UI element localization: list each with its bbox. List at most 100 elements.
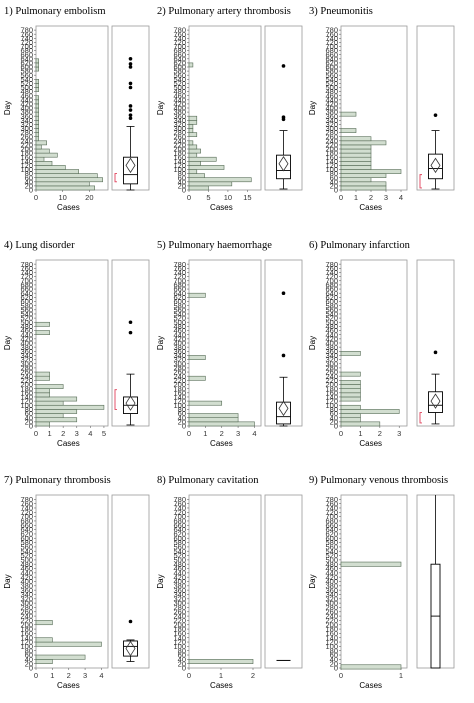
y-tick-label: 300	[20, 599, 33, 608]
histogram-bar	[340, 350, 361, 356]
histogram-bar	[340, 664, 402, 670]
panel-title: 9) Pulmonary venous thrombosis	[309, 475, 448, 486]
y-tick-label: 320	[325, 355, 338, 364]
y-tick-label: 540	[325, 310, 338, 319]
y-tick-label: 520	[20, 551, 33, 560]
histogram-bar	[35, 620, 53, 626]
y-tick-label: 340	[325, 351, 338, 360]
panel-5: 5) Pulmonary haemorrhageDay0204060801001…	[156, 240, 303, 448]
y-tick-label: 440	[325, 95, 338, 104]
x-tick-label: 0	[339, 193, 343, 202]
boxplot-box	[276, 401, 291, 425]
y-tick-label: 620	[20, 293, 33, 302]
y-tick-label: 740	[20, 504, 33, 513]
outlier-point	[128, 62, 133, 66]
y-tick-label: 400	[20, 104, 33, 113]
y-tick-label: 540	[325, 75, 338, 84]
histogram-bar	[340, 417, 361, 423]
y-tick-label: 660	[20, 50, 33, 59]
y-tick-label: 160	[173, 629, 186, 638]
histogram-bar	[188, 115, 198, 121]
histogram-bar	[35, 371, 50, 377]
y-tick-label: 0	[182, 664, 186, 673]
y-tick-label: 120	[173, 638, 186, 647]
y-tick-label: 320	[20, 120, 33, 129]
histogram-bar	[188, 169, 198, 174]
y-tick-label: 0	[334, 422, 338, 431]
x-tick-label: 0	[34, 671, 38, 680]
y-tick-label: 720	[325, 508, 338, 517]
y-tick-label: 100	[20, 642, 33, 651]
y-tick-label: 140	[325, 157, 338, 166]
y-tick-label: 0	[334, 186, 338, 195]
panel-title: 7) Pulmonary thrombosis	[4, 475, 111, 486]
y-tick-label: 40	[330, 177, 338, 186]
y-tick-label: 100	[173, 401, 186, 410]
y-tick-label: 560	[173, 543, 186, 552]
y-tick-label: 140	[20, 393, 33, 402]
histogram-bar	[35, 177, 103, 183]
y-tick-label: 360	[173, 112, 186, 121]
histogram-bar	[35, 152, 58, 158]
y-tick-label: 280	[173, 128, 186, 137]
y-tick-label: 340	[173, 590, 186, 599]
y-tick-label: 480	[20, 87, 33, 96]
histogram-bar	[35, 148, 50, 154]
y-tick-label: 240	[173, 372, 186, 381]
y-tick-label: 640	[173, 289, 186, 298]
x-tick-label: 2	[251, 671, 255, 680]
x-tick-label: 2	[378, 429, 382, 438]
y-tick-label: 80	[178, 646, 186, 655]
y-tick-label: 300	[173, 599, 186, 608]
y-tick-label: 640	[20, 54, 33, 63]
y-tick-label: 440	[173, 330, 186, 339]
y-tick-label: 620	[20, 59, 33, 68]
y-tick-label: 160	[325, 388, 338, 397]
y-tick-label: 760	[173, 264, 186, 273]
y-tick-label: 520	[20, 79, 33, 88]
y-tick-label: 700	[325, 276, 338, 285]
y-tick-label: 780	[173, 495, 186, 504]
y-tick-label: 340	[20, 116, 33, 125]
y-tick-label: 320	[20, 355, 33, 364]
y-tick-label: 680	[173, 46, 186, 55]
histogram-bar	[35, 132, 39, 138]
x-tick-label: 1	[219, 671, 223, 680]
x-tick-label: 5	[102, 429, 106, 438]
y-tick-label: 740	[173, 504, 186, 513]
y-tick-label: 280	[20, 364, 33, 373]
y-tick-label: 380	[20, 581, 33, 590]
y-axis-label: Day	[156, 574, 165, 588]
y-tick-label: 700	[20, 42, 33, 51]
y-tick-label: 0	[334, 664, 338, 673]
y-tick-label: 700	[173, 42, 186, 51]
histogram-bar	[35, 144, 42, 150]
y-tick-label: 160	[173, 388, 186, 397]
outlier-point	[281, 353, 286, 358]
x-tick-label: 4	[88, 429, 92, 438]
x-tick-label: 3	[384, 193, 388, 202]
y-tick-label: 480	[173, 322, 186, 331]
y-tick-label: 560	[20, 71, 33, 80]
histogram-bar	[35, 659, 53, 664]
y-tick-label: 380	[173, 581, 186, 590]
outlier-point	[128, 65, 133, 69]
histogram-bar	[188, 355, 206, 360]
y-tick-label: 620	[325, 293, 338, 302]
y-tick-label: 600	[325, 534, 338, 543]
outlier-point	[128, 104, 133, 108]
y-tick-label: 100	[173, 165, 186, 174]
histogram-bar	[188, 400, 223, 406]
y-tick-label: 660	[325, 50, 338, 59]
y-tick-label: 460	[173, 326, 186, 335]
mean-diamond	[125, 395, 136, 411]
x-tick-label: 2	[61, 429, 65, 438]
y-tick-label: 680	[173, 281, 186, 290]
y-tick-label: 180	[20, 149, 33, 158]
panel-2: 2) Pulmonary artery thrombosisDay0204060…	[156, 6, 303, 212]
y-tick-label: 240	[325, 136, 338, 145]
y-tick-label: 660	[20, 521, 33, 530]
y-tick-label: 780	[173, 26, 186, 35]
y-tick-label: 580	[325, 67, 338, 76]
x-tick-label: 10	[58, 193, 66, 202]
